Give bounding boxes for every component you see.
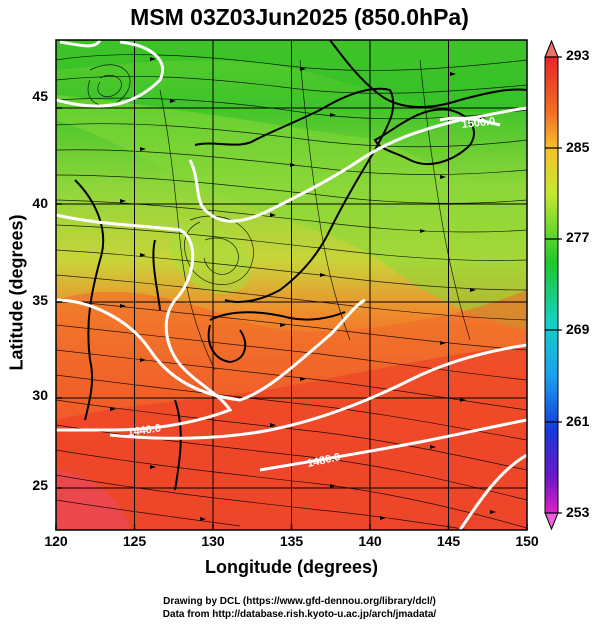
grid-lines xyxy=(56,40,527,530)
x-tick-label: 125 xyxy=(122,533,147,549)
x-tick-label: 135 xyxy=(279,533,304,549)
wind-streamlines xyxy=(56,54,527,530)
map-title: MSM 03Z03Jun2025 (850.0hPa) xyxy=(130,4,469,30)
axis-ticks xyxy=(55,107,528,530)
contour-label: 1500.0 xyxy=(461,116,496,131)
colorbar xyxy=(544,39,562,531)
y-tick-label: 40 xyxy=(32,195,48,211)
y-tick-label: 30 xyxy=(32,387,48,403)
colorbar-scale xyxy=(544,56,559,514)
contour-label: 1440.0 xyxy=(127,422,162,439)
wind-arrowheads xyxy=(110,57,496,521)
credit-line: Drawing by DCL (https://www.gfd-dennou.o… xyxy=(163,596,436,607)
colorbar-tick-label: 261 xyxy=(566,413,590,429)
x-tick-label: 130 xyxy=(201,533,225,549)
colorbar-max-arrow xyxy=(544,39,559,58)
colorbar-tick-label: 269 xyxy=(566,321,590,337)
credit-line: Data from http://database.rish.kyoto-u.a… xyxy=(162,609,437,620)
colorbar-tick-label: 253 xyxy=(566,504,590,520)
colorbar-tick-label: 285 xyxy=(566,139,590,155)
x-tick-label: 145 xyxy=(436,533,461,549)
x-tick-label: 150 xyxy=(515,533,539,549)
colorbar-min-arrow xyxy=(544,512,559,531)
colorbar-tick-label: 277 xyxy=(566,229,590,245)
y-tick-label: 35 xyxy=(32,292,48,308)
y-tick-label: 45 xyxy=(32,88,48,104)
colorbar-tick-label: 293 xyxy=(566,47,590,63)
x-tick-label: 140 xyxy=(358,533,382,549)
height-contours xyxy=(56,40,527,530)
x-tick-label: 120 xyxy=(44,533,68,549)
x-axis-label: Longitude (degrees) xyxy=(204,557,378,577)
y-tick-label: 25 xyxy=(32,477,48,493)
